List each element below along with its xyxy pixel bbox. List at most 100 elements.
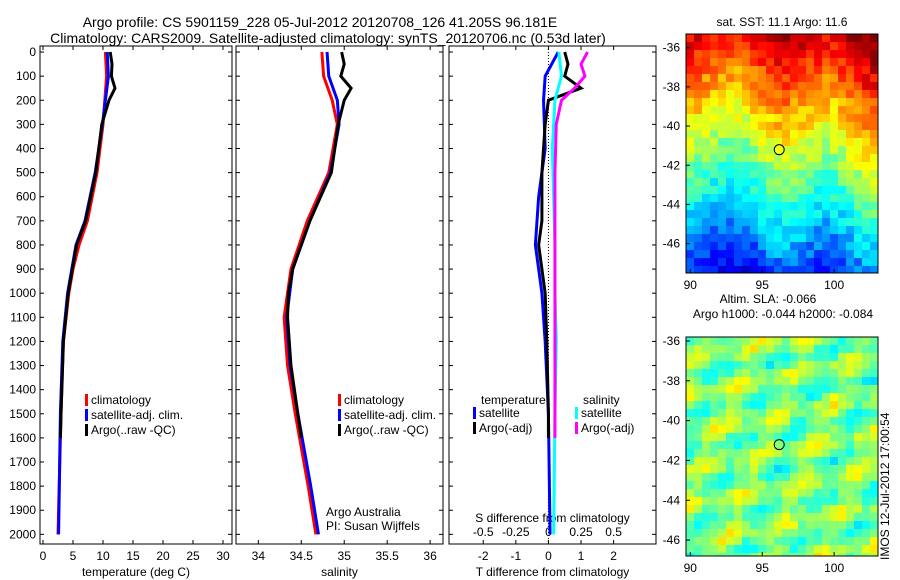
heatmap-cell bbox=[854, 170, 862, 178]
heatmap-cell bbox=[734, 361, 742, 369]
y-tick-label: -42 bbox=[663, 158, 681, 172]
heatmap-cell bbox=[838, 417, 846, 425]
heatmap-cell bbox=[710, 385, 718, 393]
legend-label: satellite bbox=[479, 406, 520, 420]
heatmap-cell bbox=[854, 234, 862, 242]
heatmap-cell bbox=[718, 242, 726, 250]
heatmap-cell bbox=[870, 473, 878, 481]
heatmap-cell bbox=[798, 361, 806, 369]
heatmap-cell bbox=[766, 513, 774, 521]
heatmap-cell bbox=[734, 513, 742, 521]
heatmap-cell bbox=[702, 226, 710, 234]
heatmap-cell bbox=[750, 42, 758, 50]
heatmap-cell bbox=[766, 170, 774, 178]
heatmap-cell bbox=[814, 537, 822, 545]
legend-label: Argo(..raw -QC) bbox=[91, 423, 176, 437]
heatmap-cell bbox=[790, 226, 798, 234]
heatmap-cell bbox=[862, 385, 870, 393]
heatmap-cell bbox=[766, 337, 774, 345]
heatmap-cell bbox=[790, 210, 798, 218]
heatmap-cell bbox=[846, 218, 854, 226]
heatmap-cell bbox=[726, 130, 734, 138]
heatmap-cell bbox=[798, 58, 806, 66]
heatmap-cell bbox=[822, 433, 830, 441]
heatmap-cell bbox=[766, 521, 774, 529]
heatmap-cell bbox=[710, 345, 718, 353]
heatmap-cell bbox=[822, 385, 830, 393]
heatmap-cell bbox=[734, 178, 742, 186]
heatmap-cell bbox=[726, 417, 734, 425]
heatmap-cell bbox=[814, 529, 822, 537]
heatmap-cell bbox=[822, 369, 830, 377]
heatmap-cell bbox=[702, 170, 710, 178]
heatmap-cell bbox=[790, 186, 798, 194]
x-tick-label: 5 bbox=[70, 549, 77, 563]
heatmap-cell bbox=[830, 449, 838, 457]
heatmap-cell bbox=[846, 90, 854, 98]
heatmap-cell bbox=[830, 82, 838, 90]
heatmap-cell bbox=[806, 497, 814, 505]
heatmap-cell bbox=[694, 114, 702, 122]
heatmap-cell bbox=[798, 345, 806, 353]
heatmap-cell bbox=[846, 433, 854, 441]
heatmap-cell bbox=[822, 449, 830, 457]
heatmap-cell bbox=[702, 186, 710, 194]
heatmap-cell bbox=[710, 210, 718, 218]
heatmap-cell bbox=[758, 353, 766, 361]
heatmap-cell bbox=[782, 521, 790, 529]
heatmap-cell bbox=[734, 138, 742, 146]
heatmap-cell bbox=[814, 154, 822, 162]
heatmap-cell bbox=[710, 50, 718, 58]
heatmap-cell bbox=[854, 138, 862, 146]
heatmap-cell bbox=[702, 337, 710, 345]
series-argo-raw-qc- bbox=[286, 51, 353, 439]
heatmap-cell bbox=[710, 266, 718, 273]
heatmap-cell bbox=[822, 210, 830, 218]
heatmap-cell bbox=[742, 457, 750, 465]
heatmap-cell bbox=[782, 353, 790, 361]
heatmap-cell bbox=[830, 194, 838, 202]
heatmap-cell bbox=[846, 154, 854, 162]
heatmap-cell bbox=[694, 393, 702, 401]
heatmap-cell bbox=[838, 82, 846, 90]
heatmap-cell bbox=[822, 266, 830, 273]
heatmap-cell bbox=[814, 369, 822, 377]
heatmap-cell bbox=[822, 138, 830, 146]
heatmap-cell bbox=[710, 58, 718, 66]
heatmap-cell bbox=[854, 42, 862, 50]
heatmap-cell bbox=[846, 138, 854, 146]
heatmap-cell bbox=[790, 417, 798, 425]
heatmap-cell bbox=[750, 529, 758, 537]
x-tick-label: 100 bbox=[824, 561, 844, 575]
heatmap-cell bbox=[806, 521, 814, 529]
heatmap-cell bbox=[750, 513, 758, 521]
heatmap-cell bbox=[718, 441, 726, 449]
heatmap-cell bbox=[726, 242, 734, 250]
heatmap-cell bbox=[758, 369, 766, 377]
heatmap-cell bbox=[750, 66, 758, 74]
legend-label: climatology bbox=[91, 393, 151, 407]
heatmap-cell bbox=[830, 66, 838, 74]
heatmap-cell bbox=[694, 178, 702, 186]
heatmap-cell bbox=[854, 50, 862, 58]
heatmap-cell bbox=[686, 218, 694, 226]
heatmap-cell bbox=[830, 130, 838, 138]
x-tick-label: -2 bbox=[478, 549, 489, 563]
heatmap-cell bbox=[838, 505, 846, 513]
heatmap-cell bbox=[694, 74, 702, 82]
heatmap-cell bbox=[846, 489, 854, 497]
heatmap-cell bbox=[750, 130, 758, 138]
heatmap-cell bbox=[798, 521, 806, 529]
heatmap-cell bbox=[838, 441, 846, 449]
heatmap-cell bbox=[782, 242, 790, 250]
heatmap-cell bbox=[710, 250, 718, 258]
heatmap-cell bbox=[830, 417, 838, 425]
heatmap-cell bbox=[806, 66, 814, 74]
heatmap-cell bbox=[814, 497, 822, 505]
heatmap-cell bbox=[694, 545, 702, 553]
heatmap-cell bbox=[702, 377, 710, 385]
heatmap-cell bbox=[854, 497, 862, 505]
heatmap-cell bbox=[758, 122, 766, 130]
heatmap-cell bbox=[806, 537, 814, 545]
heatmap-cell bbox=[830, 537, 838, 545]
